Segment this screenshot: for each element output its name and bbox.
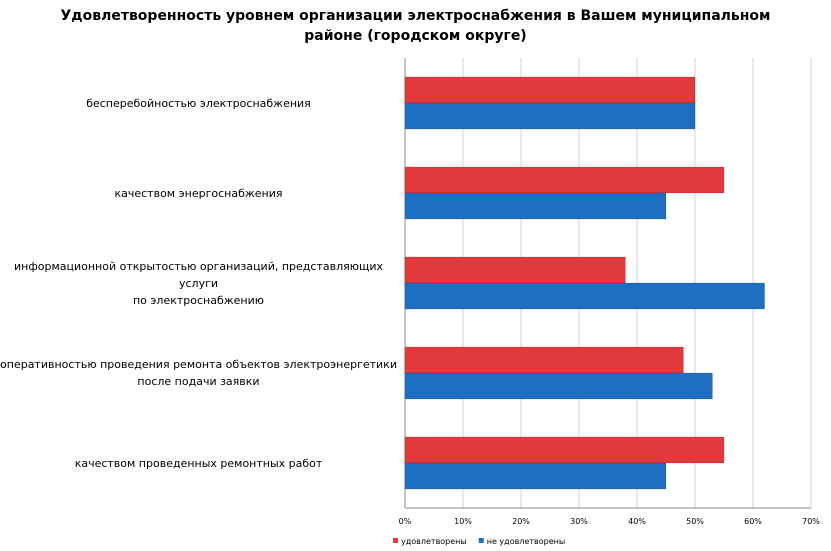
bar xyxy=(404,282,765,310)
legend-label: не удовлетворены xyxy=(487,537,565,546)
bar xyxy=(404,346,684,374)
bar xyxy=(404,436,725,464)
x-tick-label: 40% xyxy=(628,517,646,526)
chart-title: Удовлетворенность уровнем организации эл… xyxy=(60,8,771,44)
bar xyxy=(404,372,713,400)
bar xyxy=(404,192,667,220)
y-tick-label: бесперебойностью электроснабжения xyxy=(86,96,311,110)
bar xyxy=(404,462,667,490)
bar xyxy=(404,256,626,284)
x-tick-label: 10% xyxy=(454,517,472,526)
y-tick-label: информационной открытостью организаций, … xyxy=(14,259,383,307)
x-tick-label: 70% xyxy=(802,517,820,526)
legend-swatch xyxy=(478,538,484,543)
legend-label: удовлетворены xyxy=(401,537,467,546)
bar xyxy=(404,76,696,104)
x-tick-label: 0% xyxy=(399,517,412,526)
bar xyxy=(404,166,725,194)
x-tick-label: 60% xyxy=(744,517,762,526)
x-tick-label: 50% xyxy=(686,517,704,526)
x-tick-label: 30% xyxy=(570,517,588,526)
y-tick-label: качеством проведенных ремонтных работ xyxy=(74,456,323,470)
x-tick-label: 20% xyxy=(512,517,530,526)
bar xyxy=(404,102,696,130)
legend-swatch xyxy=(393,538,398,543)
y-tick-label: качеством энергоснабжения xyxy=(114,186,283,200)
y-tick-label: оперативностью проведения ремонта объект… xyxy=(0,358,397,388)
